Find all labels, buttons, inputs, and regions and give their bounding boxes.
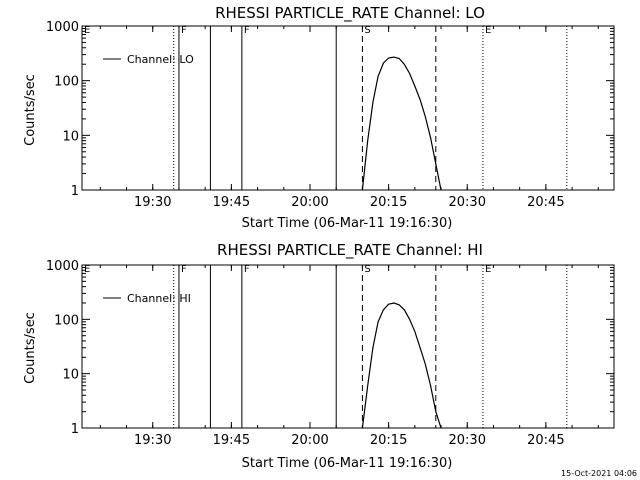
vertical-marker-label: E (485, 25, 491, 36)
y-tick-label: 1000 (46, 20, 79, 35)
y-axis-label: Counts/sec (23, 74, 38, 146)
chart-title: RHESSI PARTICLE_RATE Channel: LO (215, 4, 485, 23)
series-line (361, 302, 442, 429)
x-tick-label: 19:30 (134, 195, 171, 210)
vertical-marker-label: F (244, 25, 250, 36)
vertical-marker-label: F (181, 25, 187, 36)
x-tick-label: 20:15 (370, 433, 407, 448)
vertical-marker-label: F (244, 264, 250, 275)
x-tick-label: 20:30 (449, 433, 486, 448)
vertical-marker-label: E (485, 264, 491, 275)
legend-entry: Channel: HI (127, 292, 191, 305)
y-tick-label: 10 (62, 129, 79, 144)
y-tick-label: 1000 (46, 259, 79, 274)
plot-frame (81, 264, 615, 429)
vertical-marker-label: E (84, 264, 90, 275)
chart-panel-lo: RHESSI PARTICLE_RATE Channel: LO Counts/… (23, 4, 615, 231)
vertical-marker-label: E (84, 25, 90, 36)
generation-timestamp: 15-Oct-2021 04:06 (561, 469, 637, 478)
x-axis-label: Start Time (06-Mar-11 19:16:30) (242, 216, 453, 231)
series-line (361, 56, 442, 191)
y-tick-label: 100 (54, 75, 79, 90)
y-tick-label: 100 (54, 313, 79, 328)
y-axis-label: Counts/sec (23, 312, 38, 384)
x-tick-label: 19:30 (134, 433, 171, 448)
chart-panel-hi: RHESSI PARTICLE_RATE Channel: HI Counts/… (23, 241, 615, 471)
plot-frame (81, 25, 615, 191)
x-axis-label: Start Time (06-Mar-11 19:16:30) (242, 456, 453, 471)
legend: Channel: HI (103, 292, 191, 305)
chart-title: RHESSI PARTICLE_RATE Channel: HI (217, 241, 483, 260)
x-tick-label: 20:30 (449, 195, 486, 210)
legend-entry: Channel: LO (127, 53, 194, 66)
x-tick-label: 20:00 (291, 433, 328, 448)
x-tick-label: 20:00 (291, 195, 328, 210)
y-tick-label: 10 (62, 368, 79, 383)
vertical-marker-label: S (364, 25, 370, 36)
y-tick-label: 1 (71, 184, 79, 199)
x-tick-label: 19:45 (213, 195, 250, 210)
x-tick-label: 20:15 (370, 195, 407, 210)
x-tick-label: 19:45 (213, 433, 250, 448)
y-tick-label: 1 (71, 422, 79, 437)
legend: Channel: LO (103, 53, 194, 66)
vertical-marker-label: F (181, 264, 187, 275)
x-tick-label: 20:45 (527, 433, 564, 448)
x-tick-label: 20:45 (527, 195, 564, 210)
vertical-marker-label: S (364, 264, 370, 275)
